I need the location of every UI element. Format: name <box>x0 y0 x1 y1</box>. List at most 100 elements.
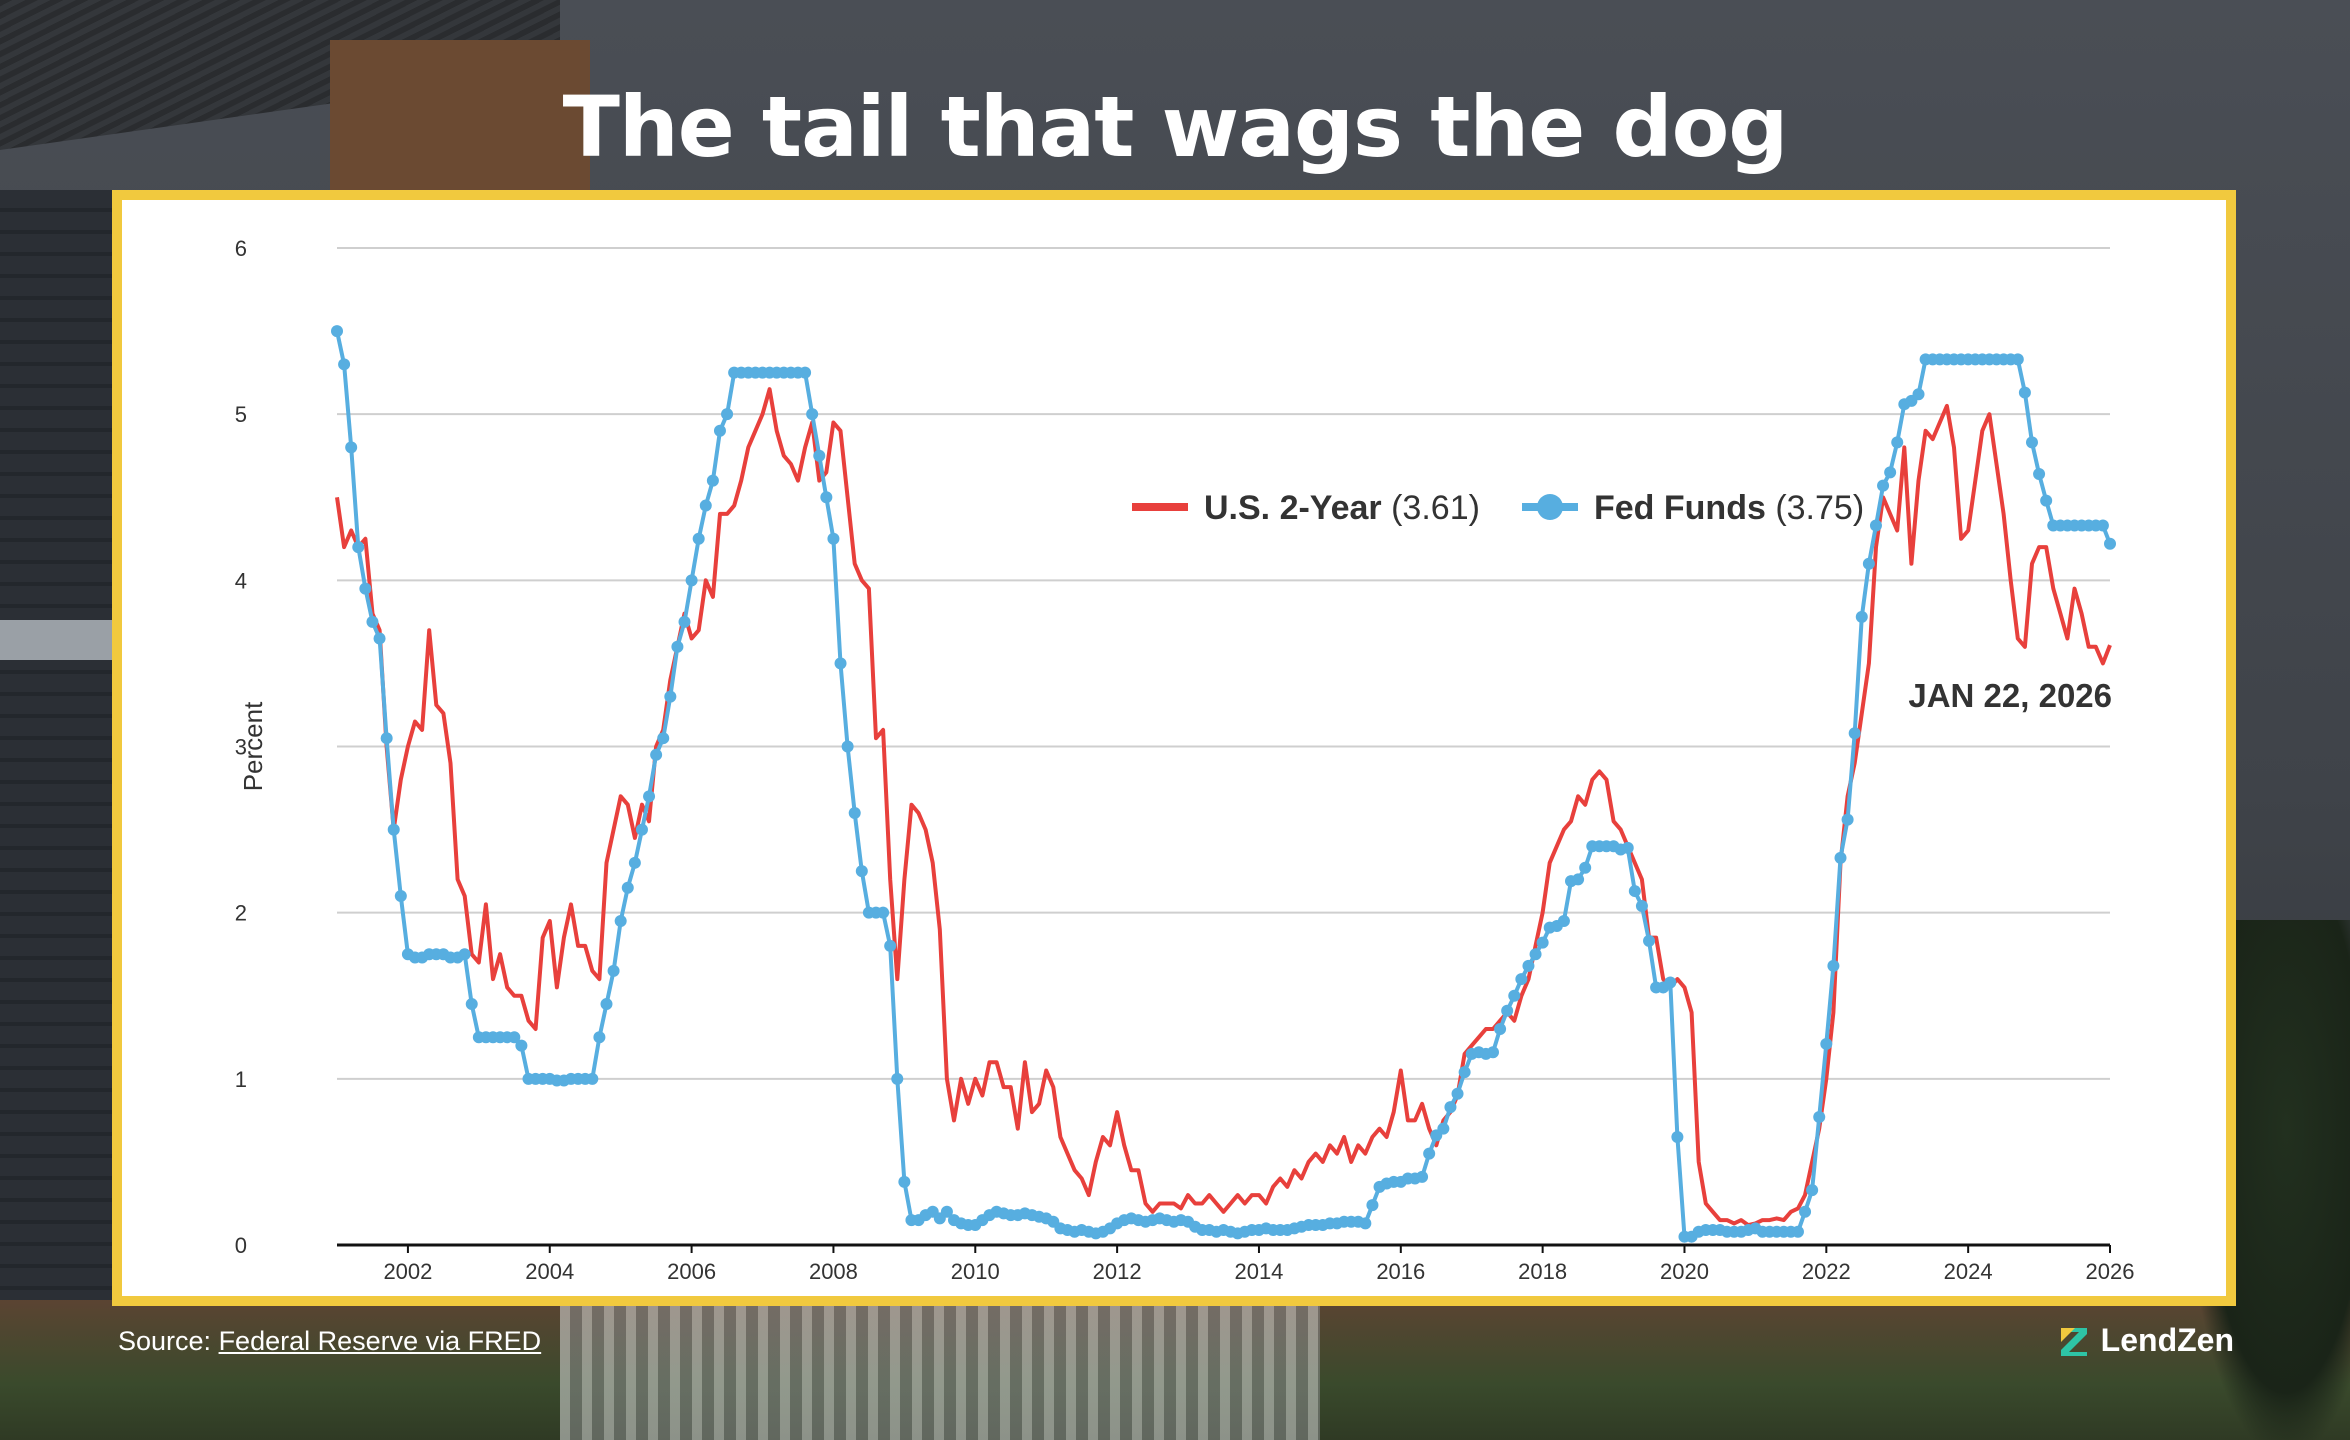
fed-funds-point-185 <box>1643 934 1656 947</box>
y-tick-label-1: 1 <box>235 1067 247 1092</box>
fed-funds-point-156 <box>1437 1122 1450 1135</box>
fed-funds-point-50 <box>685 574 698 587</box>
x-tick-label-2010: 2010 <box>951 1259 1000 1284</box>
fed-funds-point-48 <box>671 640 684 653</box>
fed-funds-point-73 <box>848 806 861 819</box>
source-link[interactable]: Federal Reserve via FRED <box>218 1326 542 1356</box>
fed-funds-point-165 <box>1501 1004 1514 1017</box>
fed-funds-point-54 <box>713 424 726 437</box>
fed-funds-point-168 <box>1522 959 1535 972</box>
fed-funds-point-170 <box>1536 936 1549 949</box>
source-note: Source: Federal Reserve via FRED <box>118 1326 541 1357</box>
fed-funds-point-5 <box>366 615 379 628</box>
fed-funds-point-49 <box>678 615 691 628</box>
y-tick-label-3: 3 <box>235 735 247 760</box>
fed-funds-point-157 <box>1444 1101 1457 1114</box>
fed-funds-point-211 <box>1827 959 1840 972</box>
chart-panel: 0 1 2 3 4 5 6 2002 2004 2006 2008 2010 2012 2014 2016 2… <box>122 200 2226 1296</box>
background-fence <box>560 1300 1320 1440</box>
x-tick-label-2022: 2022 <box>1802 1259 1851 1284</box>
fed-funds-point-3 <box>352 541 365 554</box>
fed-funds-point-207 <box>1799 1205 1812 1218</box>
fed-funds-point-184 <box>1635 900 1648 913</box>
fed-funds-point-46 <box>657 732 670 745</box>
fed-funds-point-68 <box>813 449 826 462</box>
fed-funds-point-209 <box>1813 1111 1826 1124</box>
y-tick-label-5: 5 <box>235 402 247 427</box>
fed-funds-point-72 <box>841 740 854 753</box>
legend-label-fed-funds: Fed Funds (3.75) <box>1594 489 1864 527</box>
fed-funds-point-241 <box>2040 494 2053 507</box>
fed-funds-point-79 <box>891 1072 904 1085</box>
fed-funds-point-66 <box>799 366 812 379</box>
fed-funds-point-159 <box>1458 1066 1471 1079</box>
fed-funds-point-41 <box>621 881 634 894</box>
fed-funds-point-42 <box>628 856 641 869</box>
fed-funds-point-220 <box>1891 436 1904 449</box>
x-tick-label-2002: 2002 <box>383 1259 432 1284</box>
fed-funds-point-213 <box>1841 813 1854 826</box>
fed-funds-point-18 <box>458 948 471 961</box>
x-tick-label-2006: 2006 <box>667 1259 716 1284</box>
background-trim <box>0 620 118 660</box>
fed-funds-point-4 <box>359 582 372 595</box>
x-tick-label-2016: 2016 <box>1376 1259 1425 1284</box>
y-tick-label-0: 0 <box>235 1233 247 1258</box>
fed-funds-point-53 <box>706 474 719 487</box>
fed-funds-point-153 <box>1416 1170 1429 1183</box>
fed-funds-point-78 <box>884 939 897 952</box>
fed-funds-point-74 <box>855 865 868 878</box>
x-tick-label-2004: 2004 <box>525 1259 574 1284</box>
fed-funds-point-175 <box>1572 873 1585 886</box>
fed-funds-point-44 <box>643 790 656 803</box>
fed-funds-point-188 <box>1664 976 1677 989</box>
fed-funds-point-216 <box>1862 557 1875 570</box>
fed-funds-point-47 <box>664 690 677 703</box>
fed-funds-point-249 <box>2096 519 2109 532</box>
x-tick-label-2012: 2012 <box>1093 1259 1142 1284</box>
y-tick-label-6: 6 <box>235 236 247 261</box>
x-tick-label-2018: 2018 <box>1518 1259 1567 1284</box>
fed-funds-point-69 <box>820 491 833 504</box>
fed-funds-point-182 <box>1621 841 1634 854</box>
fed-funds-point-7 <box>380 732 393 745</box>
fed-funds-point-86 <box>940 1205 953 1218</box>
fed-funds-point-145 <box>1359 1217 1372 1230</box>
x-tick-label-2026: 2026 <box>2086 1259 2135 1284</box>
fed-funds-point-67 <box>806 408 819 421</box>
brand-name: LendZen <box>2100 1322 2234 1358</box>
fed-funds-point-206 <box>1791 1225 1804 1238</box>
fed-funds-point-80 <box>898 1175 911 1188</box>
fed-funds-point-176 <box>1579 861 1592 874</box>
fed-funds-point-218 <box>1877 479 1890 492</box>
fed-funds-point-239 <box>2025 436 2038 449</box>
fed-funds-point-146 <box>1366 1199 1379 1212</box>
x-tick-label-2020: 2020 <box>1660 1259 1709 1284</box>
fed-funds-point-158 <box>1451 1087 1464 1100</box>
fed-funds-point-38 <box>600 998 613 1011</box>
series-line-fed-funds <box>335 330 2112 1239</box>
fed-funds-point-223 <box>1912 388 1925 401</box>
fed-funds-point-154 <box>1423 1147 1436 1160</box>
fed-funds-point-1 <box>338 358 351 371</box>
fed-funds-point-26 <box>515 1039 528 1052</box>
fed-funds-point-40 <box>614 914 627 927</box>
fed-funds-point-55 <box>721 408 734 421</box>
chart-frame: 0 1 2 3 4 5 6 2002 2004 2006 2008 2010 2012 2014 2016 2… <box>112 190 2236 1306</box>
fed-funds-point-210 <box>1820 1037 1833 1050</box>
y-tick-label-2: 2 <box>235 901 247 926</box>
date-annotation: JAN 22, 2026 <box>1908 677 2112 714</box>
fed-funds-point-70 <box>827 532 840 545</box>
fed-funds-point-214 <box>1848 727 1861 740</box>
fed-funds-point-212 <box>1834 851 1847 864</box>
fed-funds-point-19 <box>465 998 478 1011</box>
fed-funds-point-52 <box>699 499 712 512</box>
fed-funds-point-8 <box>387 823 400 836</box>
fed-funds-point-36 <box>586 1072 599 1085</box>
fed-funds-point-45 <box>650 748 663 761</box>
fed-funds-point-240 <box>2033 467 2046 480</box>
fed-funds-point-208 <box>1806 1184 1819 1197</box>
fed-funds-point-183 <box>1628 885 1641 898</box>
page-title: The tail that wags the dog <box>562 78 1789 176</box>
x-tick-label-2014: 2014 <box>1234 1259 1283 1284</box>
